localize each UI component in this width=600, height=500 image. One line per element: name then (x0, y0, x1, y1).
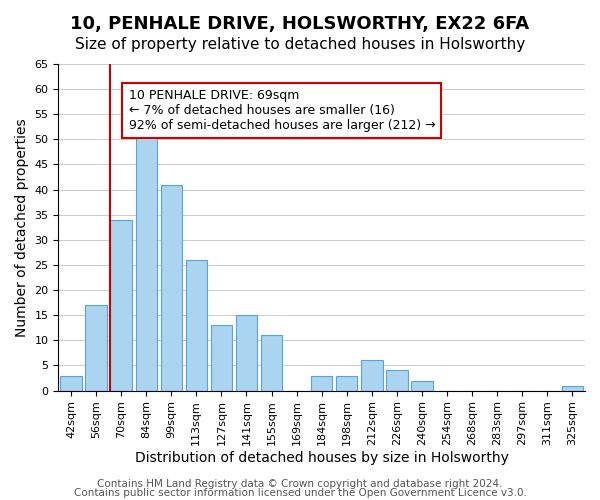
Bar (412, 380, 433, 390)
Y-axis label: Number of detached properties: Number of detached properties (15, 118, 29, 336)
Bar (110, 220, 132, 390)
Text: 10, PENHALE DRIVE, HOLSWORTHY, EX22 6FA: 10, PENHALE DRIVE, HOLSWORTHY, EX22 6FA (70, 15, 530, 33)
Bar (85, 305, 107, 390)
Bar (211, 326, 232, 390)
Bar (361, 360, 383, 390)
Bar (136, 124, 157, 390)
Bar (185, 260, 207, 390)
Bar (161, 184, 182, 390)
Bar (311, 376, 332, 390)
Bar (336, 376, 358, 390)
Text: Size of property relative to detached houses in Holsworthy: Size of property relative to detached ho… (75, 38, 525, 52)
Text: 10 PENHALE DRIVE: 69sqm
← 7% of detached houses are smaller (16)
92% of semi-det: 10 PENHALE DRIVE: 69sqm ← 7% of detached… (128, 89, 435, 132)
Bar (562, 386, 583, 390)
Bar (261, 336, 282, 390)
Text: Contains HM Land Registry data © Crown copyright and database right 2024.: Contains HM Land Registry data © Crown c… (97, 479, 503, 489)
Bar (386, 370, 407, 390)
X-axis label: Distribution of detached houses by size in Holsworthy: Distribution of detached houses by size … (135, 451, 509, 465)
Bar (236, 315, 257, 390)
Bar (60, 376, 82, 390)
Text: Contains public sector information licensed under the Open Government Licence v3: Contains public sector information licen… (74, 488, 526, 498)
